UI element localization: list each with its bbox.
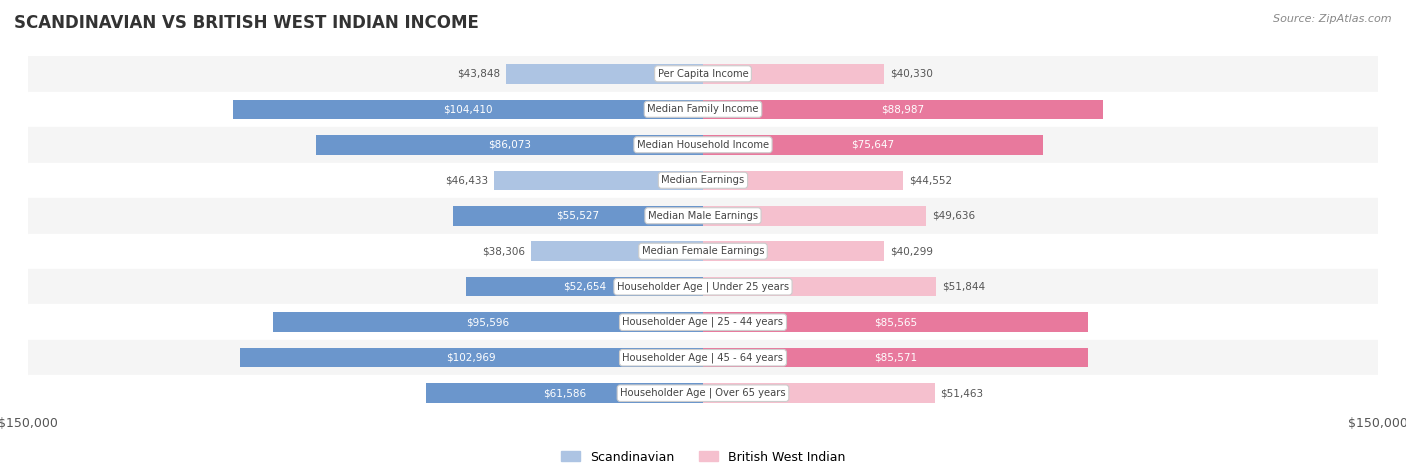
Text: $61,586: $61,586 <box>543 388 586 398</box>
Text: $51,463: $51,463 <box>941 388 983 398</box>
Bar <box>506 64 703 84</box>
Bar <box>28 56 1378 92</box>
Bar <box>703 206 927 226</box>
Bar <box>467 277 703 297</box>
Legend: Scandinavian, British West Indian: Scandinavian, British West Indian <box>555 446 851 467</box>
Text: SCANDINAVIAN VS BRITISH WEST INDIAN INCOME: SCANDINAVIAN VS BRITISH WEST INDIAN INCO… <box>14 14 479 32</box>
Bar <box>494 170 703 190</box>
Bar <box>703 241 884 261</box>
Bar <box>28 92 1378 127</box>
Text: $40,299: $40,299 <box>890 246 932 256</box>
Text: Source: ZipAtlas.com: Source: ZipAtlas.com <box>1274 14 1392 24</box>
Bar <box>233 99 703 119</box>
Text: Householder Age | Over 65 years: Householder Age | Over 65 years <box>620 388 786 398</box>
Text: Householder Age | 45 - 64 years: Householder Age | 45 - 64 years <box>623 353 783 363</box>
Text: $86,073: $86,073 <box>488 140 531 150</box>
Bar <box>28 234 1378 269</box>
Bar <box>703 135 1043 155</box>
Bar <box>703 64 884 84</box>
Text: $40,330: $40,330 <box>890 69 932 79</box>
Text: $85,565: $85,565 <box>875 317 917 327</box>
Text: Median Female Earnings: Median Female Earnings <box>641 246 765 256</box>
Text: $51,844: $51,844 <box>942 282 984 292</box>
Text: Median Family Income: Median Family Income <box>647 104 759 114</box>
Bar <box>703 170 904 190</box>
Text: $43,848: $43,848 <box>457 69 501 79</box>
Bar <box>703 348 1088 368</box>
Bar <box>273 312 703 332</box>
Text: Per Capita Income: Per Capita Income <box>658 69 748 79</box>
Text: $38,306: $38,306 <box>482 246 526 256</box>
Text: Median Household Income: Median Household Income <box>637 140 769 150</box>
Bar <box>28 198 1378 234</box>
Text: $46,433: $46,433 <box>446 175 489 185</box>
Text: $102,969: $102,969 <box>447 353 496 363</box>
Bar <box>426 383 703 403</box>
Bar <box>28 127 1378 163</box>
Bar <box>28 269 1378 304</box>
Text: $49,636: $49,636 <box>932 211 974 221</box>
Text: $95,596: $95,596 <box>467 317 509 327</box>
Text: $104,410: $104,410 <box>443 104 494 114</box>
Text: $75,647: $75,647 <box>852 140 894 150</box>
Bar <box>703 99 1104 119</box>
Bar <box>28 340 1378 375</box>
Bar <box>453 206 703 226</box>
Text: $52,654: $52,654 <box>562 282 606 292</box>
Text: $88,987: $88,987 <box>882 104 925 114</box>
Bar <box>28 375 1378 411</box>
Text: $55,527: $55,527 <box>557 211 599 221</box>
Text: Householder Age | 25 - 44 years: Householder Age | 25 - 44 years <box>623 317 783 327</box>
Text: Median Male Earnings: Median Male Earnings <box>648 211 758 221</box>
Bar <box>703 312 1088 332</box>
Text: Median Earnings: Median Earnings <box>661 175 745 185</box>
Bar <box>703 277 936 297</box>
Bar <box>28 163 1378 198</box>
Text: $85,571: $85,571 <box>875 353 917 363</box>
Text: Householder Age | Under 25 years: Householder Age | Under 25 years <box>617 282 789 292</box>
Bar <box>530 241 703 261</box>
Bar <box>703 383 935 403</box>
Text: $44,552: $44,552 <box>908 175 952 185</box>
Bar <box>316 135 703 155</box>
Bar <box>28 304 1378 340</box>
Bar <box>239 348 703 368</box>
